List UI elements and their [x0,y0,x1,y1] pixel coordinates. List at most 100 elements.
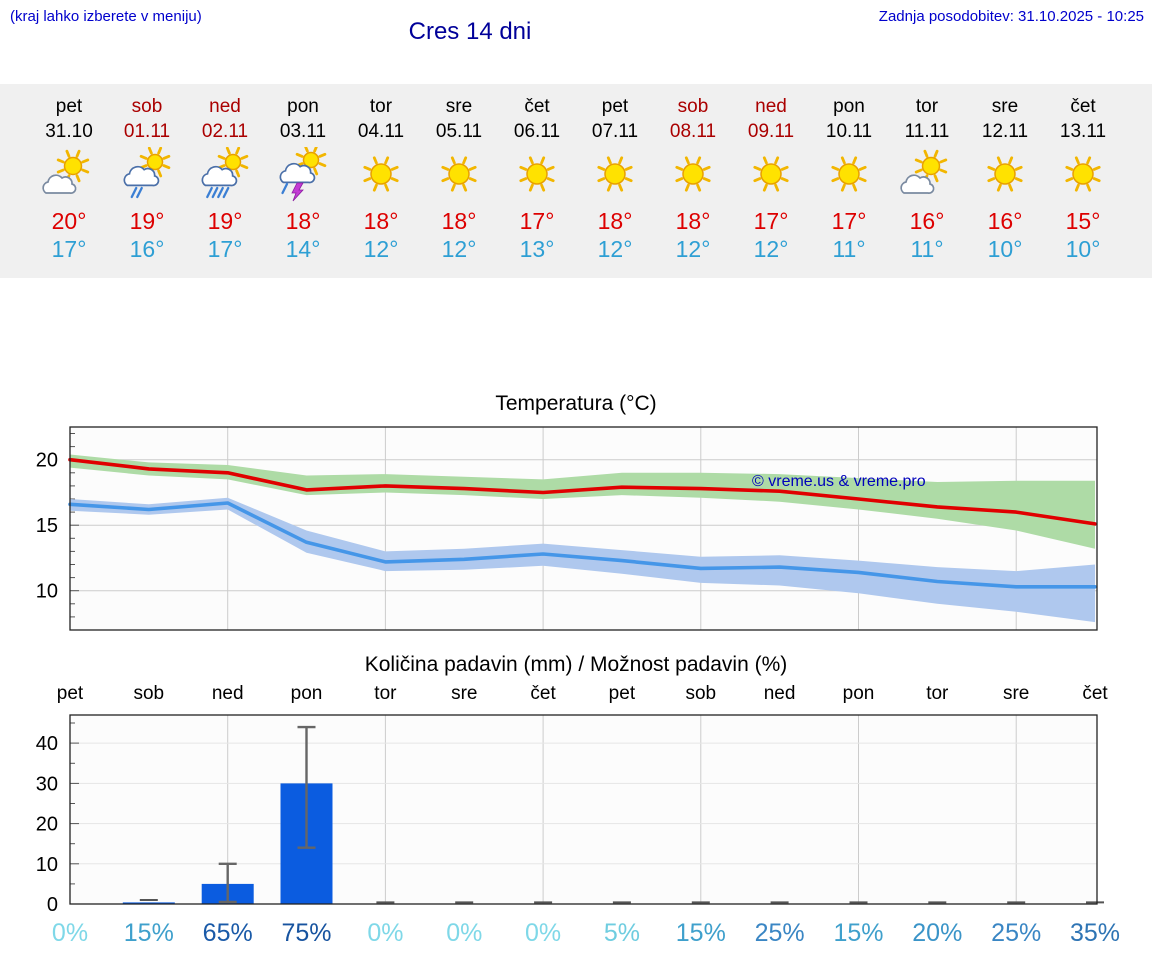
day-date: 01.11 [123,120,171,142]
page-title: Cres 14 dni [408,18,532,45]
weather-icon-sun-cloud [888,147,966,205]
day-name: tor [915,96,939,117]
day-low-temp: 10° [1065,236,1101,263]
day-column: ned 02.11 19° 17° [186,96,264,262]
sun-icon [831,155,867,192]
day-column: tor 04.11 18° 12° [342,96,420,262]
precip-probability: 0% [446,919,483,948]
day-low-temp: 16° [129,236,165,263]
day-column: pon 03.11 18° 14° [264,96,342,262]
precip-day-label: sre [1002,683,1030,705]
day-high-temp: 16° [909,207,945,234]
day-column: sre 12.11 16° 10° [966,96,1044,262]
precip-probability: 15% [833,919,884,948]
sun-icon [597,155,633,192]
weather-icon-sun [966,147,1044,205]
sun-icon [675,155,711,192]
day-column: tor 11.11 16° 11° [888,96,966,262]
day-high-temp: 19° [207,207,243,234]
sun-icon [753,155,789,192]
day-low-temp: 11° [832,236,866,263]
forecast-strip: pet 31.10 20° 17° sob 01.11 19° 16° ned 02.11 19° 1… [0,84,1152,279]
precipitation-chart-title: Količina padavin (mm) / Možnost padavin … [364,653,788,677]
day-high-temp: 18° [285,207,321,234]
day-date: 05.11 [435,120,483,142]
sun-icon [441,155,477,192]
precip-probability: 0% [525,919,562,948]
precip-day-label: pet [56,683,84,705]
day-name: sre [445,96,473,117]
precip-day-label: pon [842,683,875,705]
sun-rain-icon [123,146,171,198]
precip-day-label: tor [926,683,949,705]
day-date: 10.11 [825,120,873,142]
precip-probability: 5% [603,919,640,948]
spacer [0,278,1152,386]
day-low-temp: 12° [597,236,633,263]
precip-day-label: čet [1082,683,1108,705]
day-name: čet [524,96,550,117]
day-low-temp: 11° [910,236,944,263]
day-name: pon [287,96,319,117]
precipitation-chart: 0 10 20 30 40 [36,714,1104,913]
svg-text:10: 10 [36,581,58,603]
day-high-temp: 17° [753,207,789,234]
weather-icon-sun [420,147,498,205]
weather-icon-sun [810,147,888,205]
temperature-section: Temperatura (°C) 10 15 20 © vreme.us & vrem… [0,392,1152,635]
precip-probability: 35% [1069,919,1121,948]
weather-icon-sun [654,147,732,205]
sun-icon [363,155,399,192]
day-high-temp: 17° [831,207,867,234]
precip-day-label: pon [290,683,323,705]
min-temperature-line [68,501,1097,590]
svg-text:10: 10 [36,854,58,876]
precip-probability: 15% [123,919,174,948]
day-high-temp: 17° [519,207,555,234]
sun-icon [1065,155,1101,192]
weather-icon-sun [576,147,654,205]
precip-probability: 25% [754,919,805,948]
precip-day-labels: pet sob ned pon tor sre čet pet sob ned pon tor sre č… [0,683,1152,711]
day-date: 07.11 [591,120,639,142]
precip-day-label: sob [685,683,717,705]
precip-probability: 0% [367,919,404,948]
day-date: 31.10 [45,120,93,142]
watermark-text: © vreme.us & vreme.pro [752,473,926,490]
day-high-temp: 18° [597,207,633,234]
sun-cloud-icon [42,149,90,194]
day-name: ned [209,96,241,117]
day-column: pon 10.11 17° 11° [810,96,888,262]
day-column: pet 07.11 18° 12° [576,96,654,262]
menu-hint: (kraj lahko izberete v meniju) [10,8,202,25]
day-date: 11.11 [904,120,950,142]
precip-probability: 15% [675,919,726,948]
day-column: čet 13.11 15° 10° [1044,96,1122,262]
day-high-temp: 20° [51,207,87,234]
last-updated: Zadnja posodobitev: 31.10.2025 - 10:25 [878,8,1144,25]
weather-icon-sun-storm [264,144,342,205]
topbar: (kraj lahko izberete v meniju) Cres 14 d… [0,0,1152,84]
svg-text:0: 0 [47,894,58,913]
temperature-chart: 10 15 20 © vreme.us & vreme.pro [36,426,1098,632]
precip-day-label: sre [451,683,478,705]
day-name: pet [601,96,629,117]
sun-cloud-icon [900,149,948,194]
day-high-temp: 15° [1065,207,1101,234]
max-temperature-band [70,454,1095,550]
svg-text:30: 30 [36,774,58,796]
svg-text:40: 40 [36,734,58,756]
day-low-temp: 13° [519,236,555,263]
svg-text:15: 15 [36,516,58,538]
max-temperature-line [68,458,1097,527]
day-high-temp: 18° [363,207,399,234]
day-column: čet 06.11 17° 13° [498,96,576,262]
day-name: sob [131,96,163,117]
day-column: sob 01.11 19° 16° [108,96,186,262]
day-low-temp: 10° [987,236,1023,263]
precip-day-label: tor [374,683,397,705]
precip-day-label: ned [211,683,244,705]
day-low-temp: 12° [753,236,789,263]
day-high-temp: 18° [441,207,477,234]
day-date: 09.11 [747,120,795,142]
